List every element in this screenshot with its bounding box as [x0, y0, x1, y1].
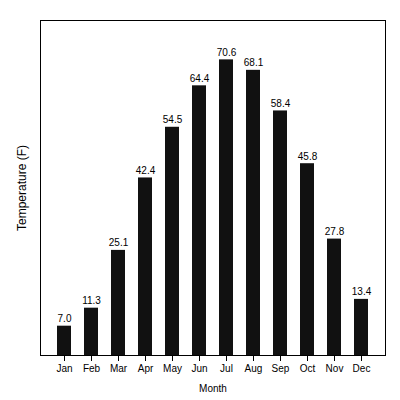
svg-text:Nov: Nov: [326, 363, 344, 374]
svg-text:Jul: Jul: [220, 363, 233, 374]
svg-text:Mar: Mar: [110, 363, 128, 374]
svg-text:Dec: Dec: [353, 363, 371, 374]
svg-text:Jun: Jun: [191, 363, 207, 374]
svg-text:45.8: 45.8: [298, 151, 318, 162]
svg-text:27.8: 27.8: [325, 226, 345, 237]
svg-text:Apr: Apr: [138, 363, 154, 374]
svg-text:54.5: 54.5: [163, 114, 183, 125]
svg-text:Sep: Sep: [272, 363, 290, 374]
svg-text:11.3: 11.3: [82, 295, 101, 306]
svg-text:42.4: 42.4: [136, 165, 156, 176]
svg-text:Oct: Oct: [300, 363, 316, 374]
svg-text:May: May: [163, 363, 182, 374]
svg-text:Month: Month: [199, 383, 227, 394]
svg-text:Jan: Jan: [56, 363, 72, 374]
svg-text:Temperature (F): Temperature (F): [15, 145, 29, 231]
svg-text:25.1: 25.1: [109, 237, 129, 248]
svg-text:68.1: 68.1: [244, 57, 264, 68]
svg-text:70.6: 70.6: [217, 47, 237, 58]
svg-text:64.4: 64.4: [190, 73, 210, 84]
svg-text:Aug: Aug: [245, 363, 263, 374]
svg-text:58.4: 58.4: [271, 98, 291, 109]
svg-text:13.4: 13.4: [352, 286, 372, 297]
svg-text:Feb: Feb: [83, 363, 101, 374]
svg-text:7.0: 7.0: [58, 313, 72, 324]
